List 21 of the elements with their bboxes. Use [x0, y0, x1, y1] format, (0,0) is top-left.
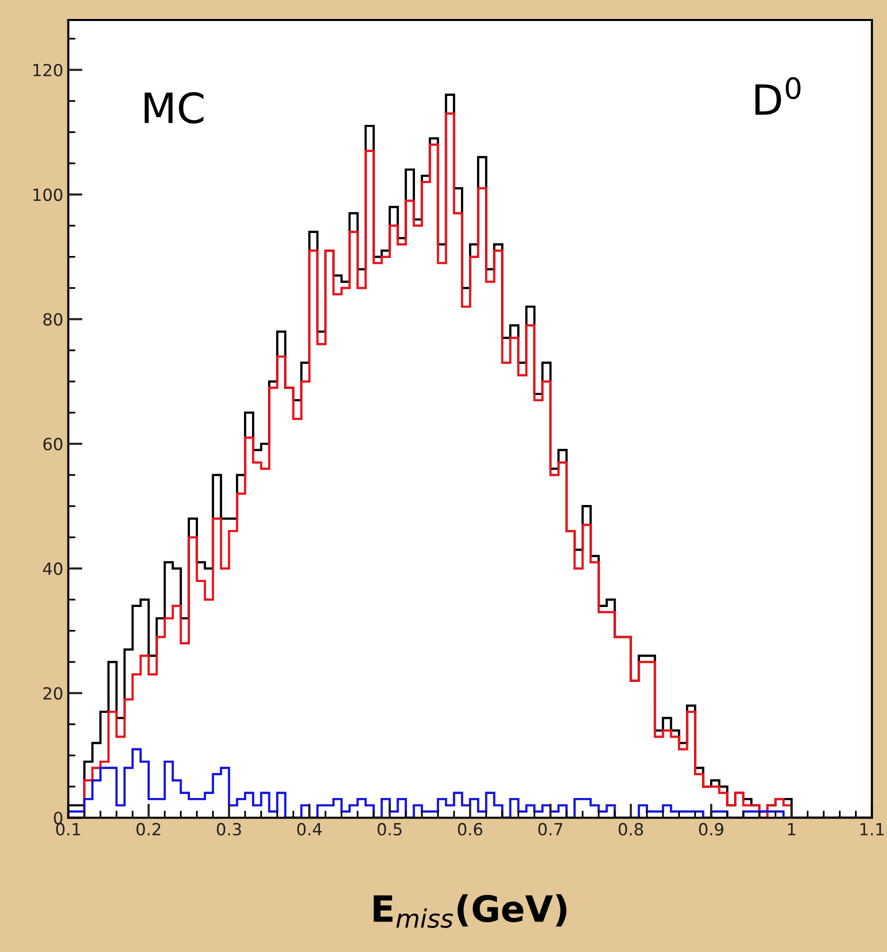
- y-tick-label: 60: [43, 438, 62, 450]
- x-tick-label: 0.4: [297, 822, 322, 836]
- x-tick-label: 0.8: [618, 822, 643, 836]
- x-axis-title: E$_{miss}$(GeV): [374, 894, 566, 928]
- x-tick-label: 0.3: [216, 822, 241, 836]
- x-tick-label: 0.6: [458, 822, 482, 836]
- x-tick-label: 1: [788, 823, 796, 836]
- y-tick-label: 120: [33, 64, 62, 76]
- y-tick-label: 100: [33, 188, 62, 202]
- y-tick-label: 20: [43, 687, 62, 700]
- annotation: MC: [144, 92, 204, 124]
- x-tick-label: 0.7: [538, 822, 562, 836]
- x-tick-label: 1.1: [860, 823, 884, 836]
- x-tick-label: 0.9: [699, 822, 724, 836]
- y-tick-label: 40: [43, 562, 62, 576]
- annotation: D$^{0}$: [755, 77, 800, 115]
- y-tick-label: 80: [43, 313, 62, 326]
- y-tick-label: 0: [54, 812, 62, 824]
- x-tick-label: 0.1: [56, 822, 80, 836]
- x-tick-label: 0.5: [378, 822, 402, 836]
- x-tick-label: 0.2: [136, 822, 160, 836]
